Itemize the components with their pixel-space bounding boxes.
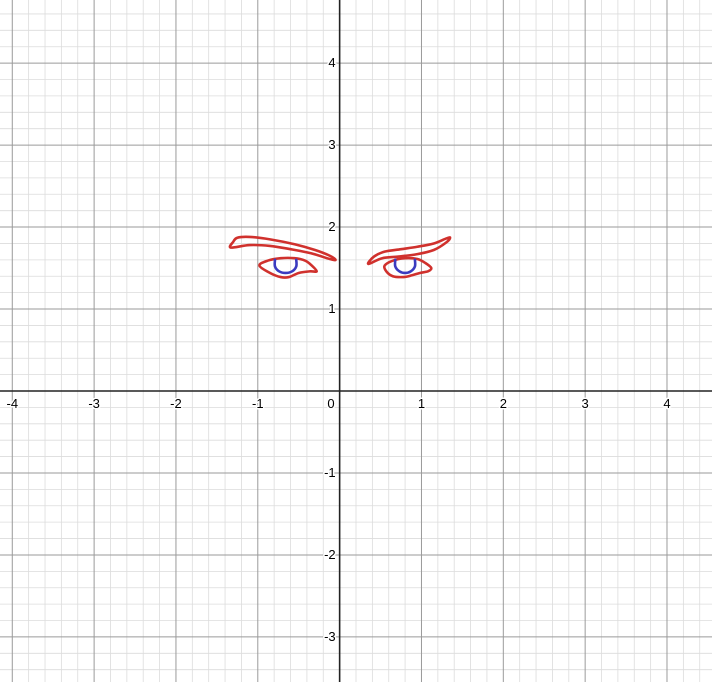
y-tick-label: 4 [328,55,335,70]
y-tick-label: 2 [328,219,335,234]
x-tick-label: -2 [170,396,182,411]
x-tick-label: 0 [327,396,334,411]
x-tick-label: 2 [500,396,507,411]
curves [228,235,452,279]
left-iris-curve[interactable] [273,258,298,275]
x-tick-label: -4 [6,396,18,411]
right-eye-outline-curve[interactable] [382,256,433,279]
x-tick-label: 3 [582,396,589,411]
left-eye-outline-curve[interactable] [258,256,319,279]
y-tick-label: -1 [324,465,336,480]
y-tick-label: -2 [324,547,336,562]
y-tick-label: 1 [328,301,335,316]
x-tick-label: -1 [252,396,264,411]
right-iris-curve[interactable] [393,258,417,275]
right-eyebrow-curve[interactable] [366,236,452,266]
x-tick-label: 4 [663,396,670,411]
x-tick-label: -3 [88,396,100,411]
tick-labels: -4 -3 -2 -1 0 1 2 3 4 -3 -2 -1 1 2 3 4 [5,54,672,646]
y-tick-label: 3 [328,137,335,152]
left-eyebrow-curve[interactable] [228,235,337,262]
y-tick-label: -3 [324,629,336,644]
x-tick-label: 1 [418,396,425,411]
